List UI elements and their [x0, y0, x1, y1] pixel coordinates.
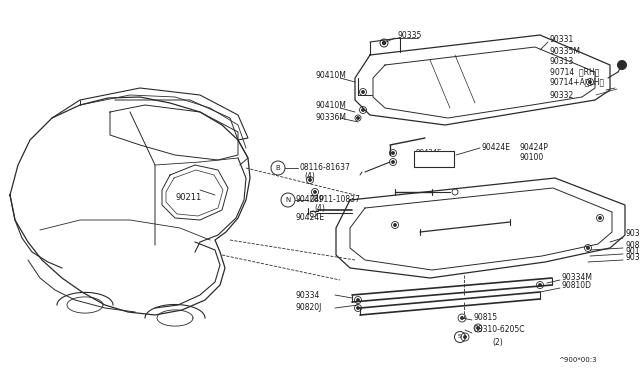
Circle shape [461, 317, 463, 319]
Text: 90336M: 90336M [315, 113, 346, 122]
Circle shape [394, 224, 396, 226]
Text: 90424P: 90424P [520, 142, 549, 151]
Text: 90820J: 90820J [625, 241, 640, 250]
Text: 90333M: 90333M [625, 253, 640, 262]
Text: 90331: 90331 [550, 35, 574, 45]
Circle shape [309, 179, 311, 181]
Circle shape [362, 91, 364, 93]
Text: 90424E: 90424E [416, 149, 442, 155]
Circle shape [383, 42, 385, 45]
Text: 90332: 90332 [549, 90, 573, 99]
Text: 90820J: 90820J [295, 304, 321, 312]
Text: 90335: 90335 [397, 32, 421, 41]
Text: 90714  〈RH〉: 90714 〈RH〉 [550, 67, 600, 77]
Text: 90334: 90334 [295, 291, 319, 299]
Circle shape [314, 191, 316, 193]
Circle shape [357, 307, 359, 309]
Circle shape [357, 117, 359, 119]
Circle shape [599, 217, 601, 219]
Text: B: B [276, 165, 280, 171]
Text: 90334M: 90334M [562, 273, 593, 282]
Text: 90424E: 90424E [295, 214, 324, 222]
Circle shape [589, 81, 591, 83]
Text: 90333: 90333 [625, 230, 640, 238]
Text: 90211: 90211 [175, 193, 201, 202]
Text: 90810D: 90810D [562, 282, 592, 291]
Text: 08116-81637: 08116-81637 [299, 164, 350, 173]
Circle shape [392, 152, 394, 154]
FancyBboxPatch shape [414, 151, 454, 167]
Text: 90100: 90100 [520, 154, 544, 163]
Circle shape [362, 109, 364, 111]
Text: 90313: 90313 [550, 58, 574, 67]
Text: 90424E: 90424E [482, 142, 511, 151]
Text: (2): (2) [492, 337, 503, 346]
Text: ^900*00:3: ^900*00:3 [558, 357, 596, 363]
Text: 90714+A〈LH〉: 90714+A〈LH〉 [550, 77, 605, 87]
Text: 90335M: 90335M [550, 48, 581, 57]
Text: S: S [458, 334, 462, 340]
Circle shape [477, 327, 479, 329]
Text: 90410M: 90410M [315, 102, 346, 110]
Circle shape [392, 161, 394, 163]
Text: 90100B: 90100B [625, 247, 640, 256]
Text: 08911-10837: 08911-10837 [309, 196, 360, 205]
Circle shape [539, 284, 541, 286]
Circle shape [464, 336, 466, 338]
Text: (4): (4) [314, 203, 325, 212]
Text: (4): (4) [304, 171, 315, 180]
Text: N: N [285, 197, 291, 203]
Text: 08310-6205C: 08310-6205C [473, 326, 525, 334]
Circle shape [587, 247, 589, 249]
Circle shape [618, 61, 627, 70]
Text: 90815: 90815 [473, 314, 497, 323]
Text: 90424P: 90424P [295, 196, 324, 205]
Circle shape [357, 299, 359, 301]
Text: 90410M: 90410M [315, 71, 346, 80]
